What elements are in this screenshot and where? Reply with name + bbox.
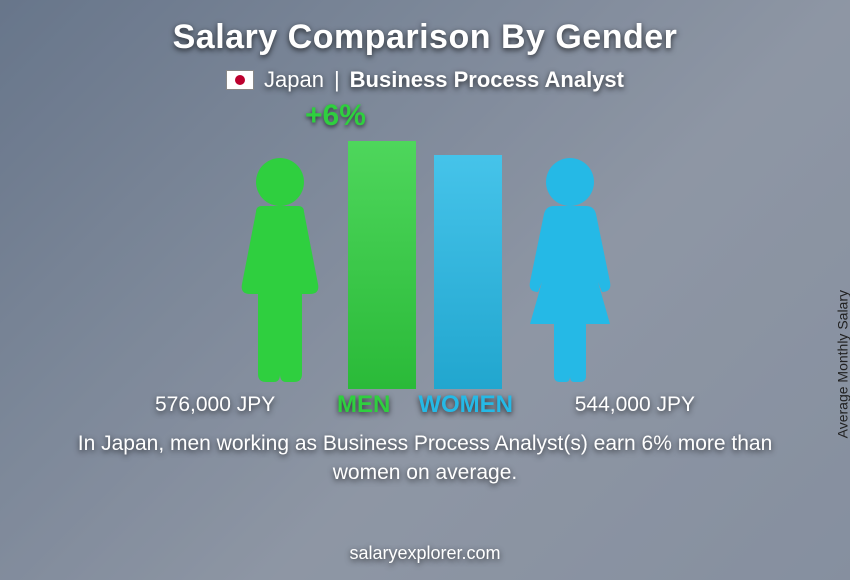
page-title: Salary Comparison By Gender [173,18,678,57]
women-salary-value: 544,000 JPY [575,393,695,417]
separator: | [334,67,340,93]
women-label: WOMEN [418,391,513,419]
country-label: Japan [264,67,324,93]
bar-women [434,155,502,389]
gender-labels: MEN WOMEN [337,391,513,419]
infographic-content: Salary Comparison By Gender Japan | Busi… [0,0,850,580]
male-person-icon [220,154,340,389]
job-title-label: Business Process Analyst [350,67,624,93]
subtitle-row: Japan | Business Process Analyst [226,67,624,93]
bar-group [348,141,502,389]
difference-label: +6% [305,99,366,133]
men-label: MEN [337,391,390,419]
source-label: salaryexplorer.com [349,543,500,564]
chart-area: +6% 576,000 [65,99,785,419]
labels-row: 576,000 JPY MEN WOMEN 544,000 JPY [65,391,785,419]
y-axis-label: Average Monthly Salary [834,290,850,438]
japan-flag-icon [226,70,254,90]
men-salary-value: 576,000 JPY [155,393,275,417]
female-person-icon [510,154,630,389]
bar-men [348,141,416,389]
description-text: In Japan, men working as Business Proces… [45,429,805,488]
